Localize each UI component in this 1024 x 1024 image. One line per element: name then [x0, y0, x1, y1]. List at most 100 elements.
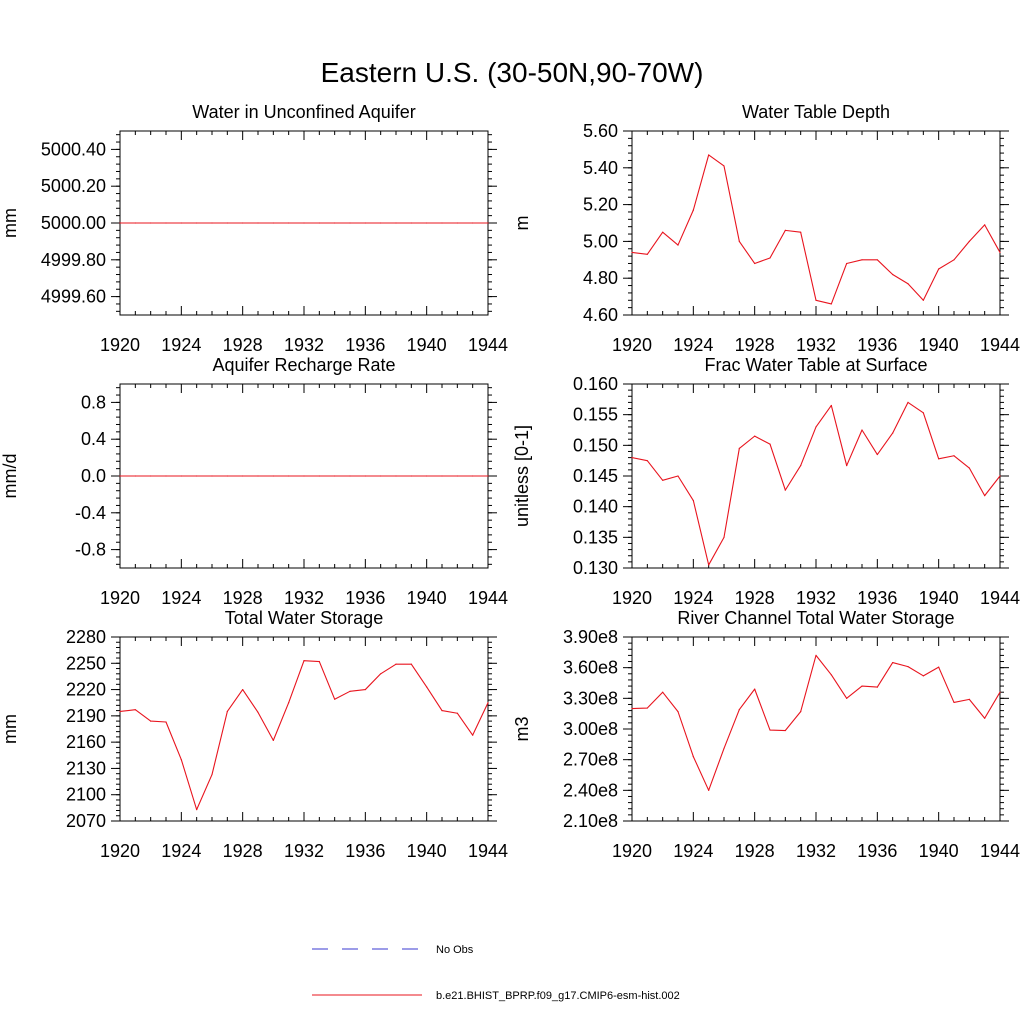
- y-axis-label: mm/d: [0, 454, 20, 499]
- panel-4: Frac Water Table at Surface unitless [0-1…: [512, 355, 1020, 608]
- x-tick-label: 1940: [407, 588, 447, 608]
- legend: No Obs b.e21.BHIST_BPRP.f09_g17.CMIP6-es…: [312, 944, 680, 1002]
- data-point: [472, 475, 474, 477]
- data-point: [830, 674, 832, 676]
- data-point: [303, 222, 305, 224]
- y-tick-label: 3.00e8: [563, 719, 618, 739]
- data-point: [226, 222, 228, 224]
- data-point: [800, 711, 802, 713]
- data-point: [272, 222, 274, 224]
- x-tick-label: 1928: [223, 335, 263, 355]
- y-tick-label: 2160: [66, 732, 106, 752]
- data-point: [395, 222, 397, 224]
- data-point: [380, 475, 382, 477]
- x-tick-label: 1928: [223, 841, 263, 861]
- data-point: [708, 789, 710, 791]
- y-tick-label: 2.40e8: [563, 780, 618, 800]
- x-tick-label: 1920: [100, 588, 140, 608]
- data-point: [456, 712, 458, 714]
- y-tick-label: 2070: [66, 811, 106, 831]
- data-point: [196, 809, 198, 811]
- data-point: [334, 698, 336, 700]
- data-point: [754, 688, 756, 690]
- data-point: [349, 222, 351, 224]
- data-point: [738, 708, 740, 711]
- data-point: [426, 222, 428, 224]
- data-point: [738, 240, 740, 242]
- data-point: [303, 660, 305, 662]
- y-tick-label: 0.8: [81, 392, 106, 412]
- data-point: [938, 666, 940, 668]
- legend-label-no-obs: No Obs: [436, 944, 474, 956]
- y-tick-label: 3.90e8: [563, 627, 618, 647]
- data-point: [288, 475, 290, 477]
- panel-3: Aquifer Recharge Rate mm/d 1920 1924 1928 193…: [0, 355, 508, 608]
- data-point: [487, 475, 489, 477]
- data-point: [242, 688, 244, 691]
- x-tick-label: 1944: [468, 335, 508, 355]
- data-point: [876, 686, 878, 688]
- data-point: [907, 283, 909, 285]
- y-tick-label: 5.20: [583, 195, 618, 215]
- y-tick-label: 2130: [66, 758, 106, 778]
- x-tick-label: 1940: [919, 588, 959, 608]
- y-axis-label: unitless [0-1]: [512, 425, 532, 527]
- y-tick-label: 2220: [66, 680, 106, 700]
- x-tick-label: 1944: [468, 841, 508, 861]
- y-tick-label: 2.10e8: [563, 811, 618, 831]
- y-tick-label: 5.40: [583, 158, 618, 178]
- data-point: [692, 756, 694, 758]
- data-point: [861, 685, 863, 687]
- data-point: [242, 222, 244, 224]
- x-tick-label: 1932: [284, 841, 324, 861]
- data-point: [861, 429, 863, 431]
- data-point: [723, 536, 725, 538]
- y-tick-label: 0.160: [573, 374, 618, 394]
- panel-2: Water Table Depth m 1920 1924 1928 1932 1936 19…: [512, 102, 1020, 355]
- y-tick-label: 2250: [66, 653, 106, 673]
- data-point: [646, 253, 648, 255]
- data-point: [288, 702, 290, 704]
- data-point: [410, 663, 412, 665]
- data-point: [211, 222, 213, 224]
- y-tick-label: 0.130: [573, 558, 618, 578]
- panel-5: Total Water Storage mm 1920 1924 1928 1932 193…: [0, 608, 508, 861]
- data-point: [150, 475, 152, 477]
- data-point: [472, 222, 474, 224]
- data-point: [830, 303, 832, 305]
- data-point: [318, 222, 320, 224]
- data-point: [119, 710, 121, 713]
- data-point: [968, 240, 970, 242]
- data-point: [892, 432, 894, 434]
- data-point: [784, 489, 786, 491]
- data-point: [846, 464, 848, 467]
- data-point: [257, 711, 259, 713]
- y-tick-label: 3.60e8: [563, 658, 618, 678]
- x-tick-label: 1924: [161, 588, 201, 608]
- data-point: [984, 495, 986, 497]
- data-point: [907, 666, 909, 668]
- data-point: [800, 464, 802, 467]
- y-tick-label: 5000.00: [41, 213, 106, 233]
- y-tick-label: 4999.80: [41, 250, 106, 270]
- data-point: [631, 251, 633, 254]
- data-point: [242, 475, 244, 477]
- data-point: [922, 412, 924, 414]
- y-tick-label: 4999.60: [41, 287, 106, 307]
- y-tick-label: 2280: [66, 627, 106, 647]
- data-point: [662, 479, 664, 481]
- data-point: [441, 222, 443, 224]
- data-point: [395, 663, 397, 665]
- x-tick-label: 1924: [161, 335, 201, 355]
- panel-title: Aquifer Recharge Rate: [212, 355, 395, 375]
- x-tick-label: 1920: [612, 588, 652, 608]
- data-point: [800, 231, 802, 233]
- data-point: [861, 259, 863, 261]
- figure-title: Eastern U.S. (30-50N,90-70W): [321, 57, 704, 88]
- data-point: [165, 475, 167, 477]
- data-point: [180, 759, 182, 761]
- panel-1: Water in Unconfined Aquifer mm 1920 1924 192…: [0, 102, 508, 355]
- data-point: [754, 262, 756, 265]
- data-point: [984, 717, 986, 719]
- panel-6: River Channel Total Water Storage m3 1920 1…: [512, 608, 1020, 861]
